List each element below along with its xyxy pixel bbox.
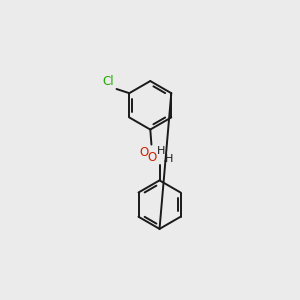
Text: H: H (157, 146, 165, 156)
Text: O: O (140, 146, 149, 159)
Text: O: O (148, 151, 157, 164)
Text: Cl: Cl (103, 75, 114, 88)
Text: H: H (165, 154, 173, 164)
